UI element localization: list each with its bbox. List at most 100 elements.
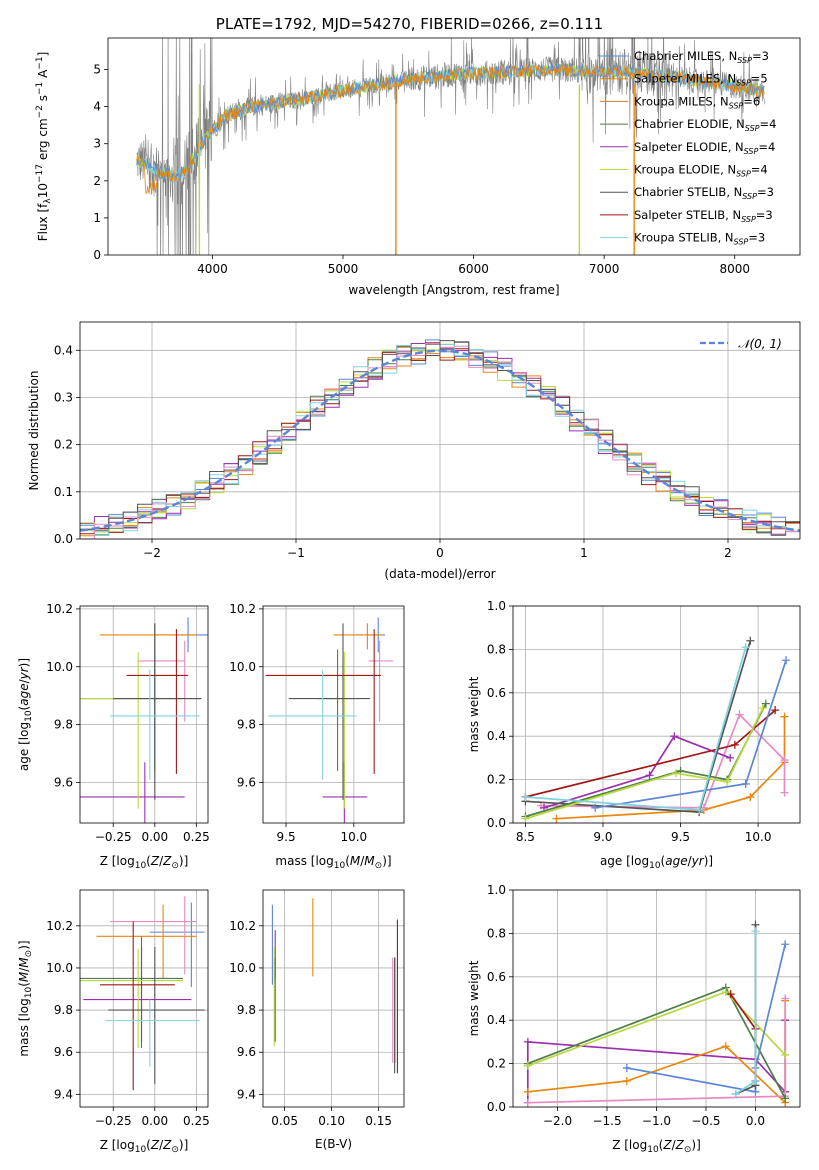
legend-entry: Salpeter STELIB, NSSP=3	[634, 208, 773, 224]
y-tick-label: 9.8	[54, 718, 73, 732]
y-tick-label: 3	[93, 137, 101, 151]
x-tick-label: 0.25	[183, 1114, 210, 1128]
mass-weight-marker	[721, 987, 730, 996]
mass-weight-series-line	[595, 660, 787, 809]
residuals-plot-area	[80, 339, 800, 539]
x-tick-label: 0	[436, 546, 444, 560]
mass-vs-Z-plot-area	[80, 896, 205, 1091]
weight-vs-Z-axes: −2.0 −1.5 −1.0 −0.5 0.0 0.0 0.2 0.4 0.6 0.8 1.0	[487, 883, 801, 1128]
wAge-xlabel: age [log10(age/yr)]	[600, 854, 713, 871]
y-tick-label: 0.2	[487, 773, 506, 787]
y-tick-label: 10.0	[229, 961, 256, 975]
normal-distribution-curve	[80, 349, 800, 532]
mass-weight-marker	[746, 636, 755, 645]
mass-weight-marker	[780, 712, 789, 721]
mass-weight-series-line	[735, 924, 757, 1095]
mass-vs-Z-frame	[79, 889, 209, 1108]
mass-weight-marker	[781, 994, 790, 1003]
y-tick-label: 0	[93, 248, 101, 262]
residual-histogram-series	[80, 340, 800, 534]
x-tick-label: 5000	[328, 262, 359, 276]
y-tick-label: 4	[93, 100, 101, 114]
x-tick-label: 7000	[589, 262, 620, 276]
mass-weight-marker	[523, 1061, 532, 1070]
mass-weight-marker	[782, 656, 791, 665]
age-vs-mass-axes: 9.5 10.0 9.6 9.8 10.0 10.2	[229, 602, 405, 844]
mass-weight-marker	[671, 769, 680, 778]
legend-entry: Chabrier ELODIE, NSSP=4	[634, 117, 776, 133]
y-tick-label: 0.6	[487, 686, 506, 700]
age-vs-Z-frame	[79, 605, 209, 824]
age-vs-mass-frame	[262, 605, 405, 824]
residuals-xlabel: (data-model)/error	[384, 567, 495, 581]
x-tick-label: 6000	[458, 262, 489, 276]
residuals-ylabel: Normed distribution	[27, 371, 41, 491]
mass-weight-series-line	[525, 707, 764, 820]
mass-weight-marker	[552, 814, 561, 823]
mass-weight-marker	[723, 777, 732, 786]
weight-vs-Z-plot-area	[523, 920, 790, 1107]
x-tick-label: 0.05	[271, 1114, 298, 1128]
mass-weight-marker	[726, 990, 735, 999]
weight-vs-age-axes: 8.5 9.0 9.5 10.0 0.0 0.2 0.4 0.6 0.8 1.0	[487, 599, 801, 844]
mass-weight-marker	[746, 792, 755, 801]
mass-weight-series-line	[543, 735, 731, 809]
mass-weight-marker	[780, 756, 789, 765]
mass-vs-EBV-axes: 0.05 0.10 0.15 9.4 9.6 9.8 10.0 10.2	[229, 889, 405, 1128]
mass-vs-Z-axes: −0.25 0.00 0.25 9.4 9.6 9.8 10.0 10.2	[46, 889, 210, 1128]
spectrum-frame	[107, 37, 801, 256]
y-tick-label: 10.2	[46, 919, 73, 933]
mass-weight-marker	[645, 771, 654, 780]
x-tick-label: −2	[143, 546, 161, 560]
page-title: PLATE=1792, MJD=54270, FIBERID=0266, z=0…	[216, 15, 603, 33]
x-tick-label: 8.5	[516, 830, 535, 844]
y-tick-label: 0.8	[487, 642, 506, 656]
x-tick-label: −1.0	[642, 1114, 671, 1128]
y-tick-label: 0.1	[54, 485, 73, 499]
x-tick-label: 4000	[197, 262, 228, 276]
weight-vs-age-plot-area	[521, 636, 791, 823]
mass-weight-marker	[726, 753, 735, 762]
y-tick-label: 9.8	[54, 1003, 73, 1017]
y-tick-label: 9.6	[237, 1045, 256, 1059]
spectrum-plot-area	[136, 38, 765, 255]
x-tick-label: 0.25	[183, 830, 210, 844]
x-tick-label: 0.00	[141, 1114, 168, 1128]
x-tick-label: −2.0	[543, 1114, 572, 1128]
model-spectrum-line	[136, 62, 765, 195]
mass-weight-marker	[591, 803, 600, 812]
y-tick-label: 0.0	[54, 532, 73, 546]
residuals-axes: −2 −1 0 1 2 0.0 0.1 0.2 0.3 0.4	[54, 321, 801, 560]
y-tick-label: 0.6	[487, 970, 506, 984]
mass-weight-marker	[741, 643, 750, 652]
x-tick-label: −1	[287, 546, 305, 560]
y-tick-label: 9.4	[54, 1087, 73, 1101]
y-tick-label: 10.2	[46, 602, 73, 616]
legend-entry: Kroupa ELODIE, NSSP=4	[634, 163, 768, 179]
mass-weight-marker	[523, 1087, 532, 1096]
weight-vs-age-frame	[512, 605, 801, 824]
y-tick-label: 0.2	[54, 438, 73, 452]
massZ-xlabel: Z [log10(Z/Z⊙)]	[100, 1138, 189, 1155]
spectrum-xlabel: wavelength [Angstrom, rest frame]	[348, 283, 559, 297]
y-tick-label: 0.4	[487, 729, 506, 743]
mass-weight-marker	[521, 814, 530, 823]
spectrum-ylabel: Flux [fλ10−17 erg cm−2 s−1 A−1]	[35, 52, 53, 242]
residuals-frame	[79, 321, 801, 540]
mass-weight-marker	[761, 699, 770, 708]
mass-weight-marker	[695, 805, 704, 814]
massE-xlabel: E(B-V)	[315, 1137, 352, 1151]
mass-vs-EBV-plot-area	[271, 898, 398, 1074]
y-tick-label: 0.2	[487, 1057, 506, 1071]
legend-entry: Chabrier STELIB, NSSP=3	[634, 185, 774, 201]
legend-entry: Chabrier MILES, NSSP=3	[634, 49, 769, 65]
y-tick-label: 10.2	[229, 919, 256, 933]
mass-weight-marker	[735, 710, 744, 719]
x-tick-label: 0.10	[318, 1114, 345, 1128]
wAge-ylabel: mass weight	[467, 676, 481, 752]
y-tick-label: 0.4	[54, 343, 73, 357]
y-tick-label: 10.0	[46, 660, 73, 674]
age-vs-Z-plot-area	[80, 617, 208, 823]
y-tick-label: 0.4	[487, 1013, 506, 1027]
